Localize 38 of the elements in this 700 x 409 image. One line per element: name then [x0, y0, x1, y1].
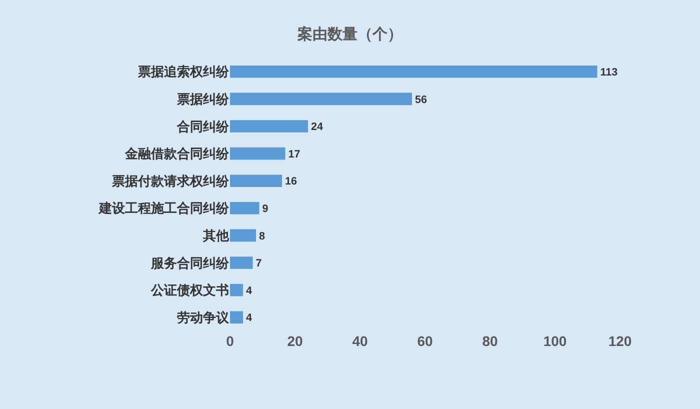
- chart-title: 案由数量（个）: [296, 25, 402, 44]
- y-tick-label: 合同纠纷: [176, 118, 230, 134]
- y-tick-label: 票据纠纷: [176, 92, 230, 106]
- x-tick-label: 120: [608, 333, 632, 349]
- x-tick-label: 20: [287, 333, 303, 349]
- bar: [230, 202, 260, 214]
- y-tick-label: 其他: [202, 228, 230, 243]
- bar: [230, 174, 282, 187]
- bar: [230, 66, 598, 78]
- data-label: 7: [256, 258, 262, 270]
- data-label: 17: [288, 148, 300, 160]
- data-label: 8: [259, 230, 265, 242]
- bar: [230, 311, 243, 324]
- data-label: 24: [311, 121, 323, 134]
- y-tick-label: 服务合同纠纷: [150, 255, 230, 270]
- y-tick-label: 金融借款合同纠纷: [124, 146, 230, 162]
- bar: [230, 229, 256, 242]
- y-tick-label: 票据付款请求权纠纷: [111, 173, 230, 188]
- bar: [230, 284, 243, 296]
- data-label: 4: [246, 284, 252, 297]
- y-tick-label: 公证债权文书: [150, 282, 229, 298]
- x-tick-label: 40: [352, 333, 368, 349]
- y-tick-label: 建设工程施工合同纠纷: [98, 200, 230, 216]
- x-tick-label: 0: [226, 333, 234, 349]
- x-tick-label: 100: [543, 333, 567, 349]
- x-tick-label: 80: [482, 333, 498, 349]
- data-label: 9: [262, 202, 268, 215]
- data-label: 4: [246, 312, 252, 324]
- data-label: 56: [415, 94, 427, 106]
- y-tick-label: 票据追索权纠纷: [137, 64, 230, 80]
- bar: [230, 256, 253, 269]
- data-label: 113: [600, 66, 618, 78]
- bar: [230, 92, 412, 106]
- x-tick-label: 60: [417, 333, 433, 349]
- bar: [230, 147, 286, 160]
- bar: [230, 120, 308, 132]
- y-tick-label: 劳动争议: [177, 310, 230, 325]
- data-label: 16: [285, 176, 297, 188]
